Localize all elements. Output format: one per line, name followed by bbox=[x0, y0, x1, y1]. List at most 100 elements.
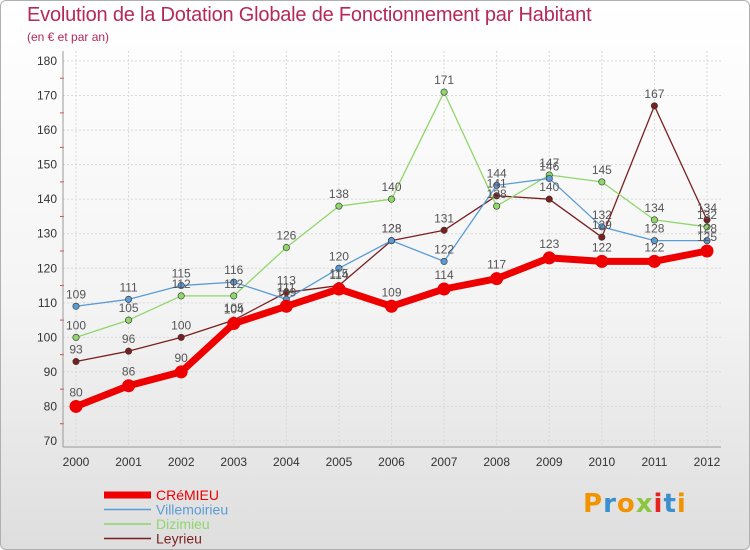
data-point bbox=[595, 254, 609, 268]
data-label: 140 bbox=[539, 180, 559, 194]
x-tick-label: 2001 bbox=[115, 455, 142, 469]
x-tick-label: 2002 bbox=[168, 455, 195, 469]
data-point bbox=[72, 358, 80, 366]
data-label: 140 bbox=[381, 180, 401, 194]
y-tick-label: 120 bbox=[37, 261, 57, 275]
y-axis-ticks: 70 80 90 100 110 120 130 140 150 160 170 180 bbox=[37, 54, 57, 448]
data-label: 112 bbox=[172, 277, 191, 291]
data-point bbox=[703, 216, 711, 224]
series-1 bbox=[72, 174, 711, 310]
data-label: 128 bbox=[381, 222, 401, 236]
data-point bbox=[177, 292, 185, 300]
y-tick-label: 170 bbox=[37, 89, 57, 103]
data-label: 132 bbox=[697, 208, 717, 222]
data-point bbox=[650, 102, 658, 110]
data-label: 93 bbox=[69, 343, 83, 357]
data-point bbox=[493, 202, 501, 210]
gridlines bbox=[63, 51, 721, 447]
data-label: 147 bbox=[539, 156, 559, 170]
data-label: 145 bbox=[592, 163, 612, 177]
data-label: 105 bbox=[119, 301, 139, 315]
x-tick-label: 2006 bbox=[378, 455, 405, 469]
data-point bbox=[598, 223, 606, 231]
logo-letter: o bbox=[616, 489, 636, 519]
x-tick-label: 2007 bbox=[431, 455, 458, 469]
data-point bbox=[440, 88, 448, 96]
data-point bbox=[650, 216, 658, 224]
legend-item-3: Leyrieu bbox=[104, 531, 202, 547]
data-point bbox=[387, 237, 395, 245]
data-point bbox=[125, 316, 133, 324]
data-label: 105 bbox=[224, 301, 244, 315]
data-label: 115 bbox=[172, 267, 191, 281]
data-label: 132 bbox=[592, 208, 612, 222]
data-point bbox=[69, 399, 83, 413]
data-labels: 93 96 100 105 113 115 128 131 141 140 129 167 134 100… bbox=[66, 73, 717, 399]
data-label: 100 bbox=[171, 318, 191, 332]
data-label: 122 bbox=[644, 240, 664, 254]
legend-label: Dizimieu bbox=[156, 516, 210, 532]
data-point bbox=[440, 226, 448, 234]
chart-subtitle: (en € et par an) bbox=[27, 30, 110, 44]
data-point bbox=[437, 282, 451, 296]
x-tick-label: 2005 bbox=[326, 455, 353, 469]
data-point bbox=[703, 237, 711, 245]
logo-letter: t bbox=[663, 489, 677, 519]
data-point bbox=[177, 282, 185, 290]
data-point bbox=[440, 257, 448, 265]
proxiti-logo: Proxiti bbox=[583, 489, 687, 519]
logo-letter: P bbox=[583, 489, 604, 519]
data-label: 114 bbox=[435, 268, 454, 282]
data-label: 117 bbox=[487, 258, 506, 272]
data-label: 116 bbox=[224, 263, 243, 277]
data-label: 167 bbox=[644, 87, 664, 101]
legend-label: Villemoirieu bbox=[156, 502, 228, 518]
data-point bbox=[230, 278, 238, 286]
data-label: 96 bbox=[122, 332, 136, 346]
data-point bbox=[177, 333, 185, 341]
x-tick-label: 2004 bbox=[273, 455, 300, 469]
data-point bbox=[542, 251, 556, 265]
data-label: 80 bbox=[69, 385, 83, 399]
data-point bbox=[335, 202, 343, 210]
x-tick-label: 2012 bbox=[694, 455, 721, 469]
data-label: 109 bbox=[381, 285, 401, 299]
legend-label: Leyrieu bbox=[156, 531, 202, 547]
data-point bbox=[493, 192, 501, 200]
data-label: 131 bbox=[434, 211, 454, 225]
x-tick-label: 2010 bbox=[588, 455, 615, 469]
data-label: 113 bbox=[277, 273, 296, 287]
data-label: 115 bbox=[329, 267, 348, 281]
data-label: 128 bbox=[381, 222, 401, 236]
y-tick-label: 130 bbox=[37, 227, 57, 241]
data-label: 134 bbox=[697, 201, 717, 215]
data-point bbox=[282, 244, 290, 252]
data-label: 86 bbox=[122, 365, 136, 379]
data-point bbox=[493, 181, 501, 189]
data-point bbox=[647, 254, 661, 268]
y-tick-label: 110 bbox=[38, 296, 57, 310]
data-point bbox=[174, 365, 188, 379]
data-label: 90 bbox=[174, 351, 188, 365]
logo-letter: r bbox=[603, 489, 617, 519]
data-point bbox=[125, 347, 133, 355]
data-point bbox=[650, 237, 658, 245]
data-label: 111 bbox=[277, 280, 296, 294]
y-tick-label: 150 bbox=[37, 158, 57, 172]
data-point bbox=[279, 299, 293, 313]
data-label: 134 bbox=[644, 201, 664, 215]
data-point bbox=[230, 292, 238, 300]
data-label: 146 bbox=[539, 159, 559, 173]
data-point bbox=[385, 299, 398, 313]
data-point bbox=[387, 195, 395, 203]
data-label: 171 bbox=[434, 73, 454, 87]
data-point bbox=[72, 302, 80, 310]
data-point bbox=[703, 223, 711, 231]
data-point bbox=[332, 282, 346, 296]
x-axis-ticks: 2000 2001 2002 2003 2004 2005 2006 2007 2008 2009… bbox=[63, 455, 721, 469]
data-label: 104 bbox=[224, 303, 244, 317]
y-tick-label: 90 bbox=[44, 365, 58, 379]
data-label: 122 bbox=[592, 240, 612, 254]
